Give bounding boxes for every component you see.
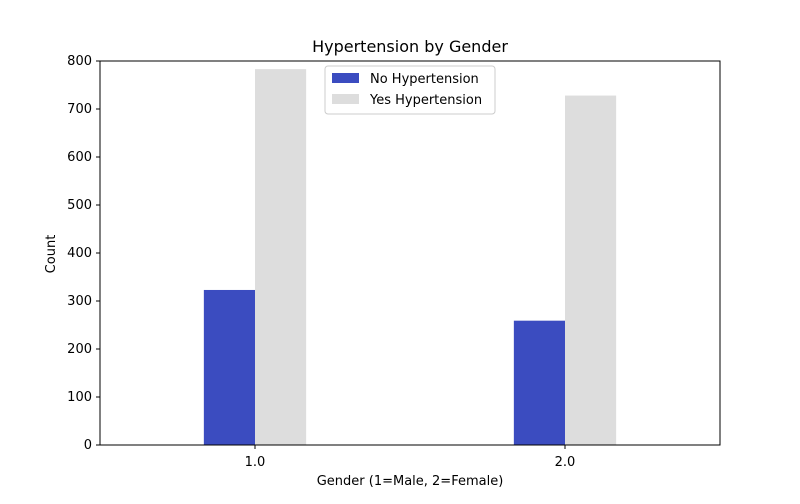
plot-frame [99, 60, 721, 446]
x-axis-label: Gender (1=Male, 2=Female) [317, 474, 504, 489]
legend-label: No Hypertension [370, 72, 479, 87]
y-tick-label: 300 [67, 294, 92, 309]
bar-no-hypertension-2.0 [513, 320, 565, 445]
legend-box [324, 65, 496, 115]
y-tick-label: 200 [67, 342, 92, 357]
x-tick-label: 1.0 [245, 455, 266, 470]
legend-label: Yes Hypertension [369, 93, 482, 108]
y-tick-label: 800 [67, 54, 92, 69]
plot-area: 0 100 200 300 400 500 600 700 800 1.0 2.0 [67, 54, 721, 470]
legend-swatch [332, 73, 359, 83]
y-tick-label: 600 [67, 150, 92, 165]
x-tick-label: 2.0 [555, 455, 576, 470]
y-tick-label: 700 [67, 102, 92, 117]
bar-yes-hypertension-1.0 [255, 69, 307, 445]
bar-yes-hypertension-2.0 [565, 95, 617, 445]
bar-no-hypertension-1.0 [203, 289, 255, 445]
y-tick-label: 500 [67, 198, 92, 213]
y-tick-label: 400 [67, 246, 92, 261]
y-tick-label: 100 [67, 390, 92, 405]
legend: No Hypertension Yes Hypertension [324, 65, 496, 115]
legend-swatch [332, 94, 359, 104]
y-tick-label: 0 [84, 438, 92, 453]
chart-title: Hypertension by Gender [312, 37, 508, 56]
y-axis-label: Count [44, 235, 59, 274]
